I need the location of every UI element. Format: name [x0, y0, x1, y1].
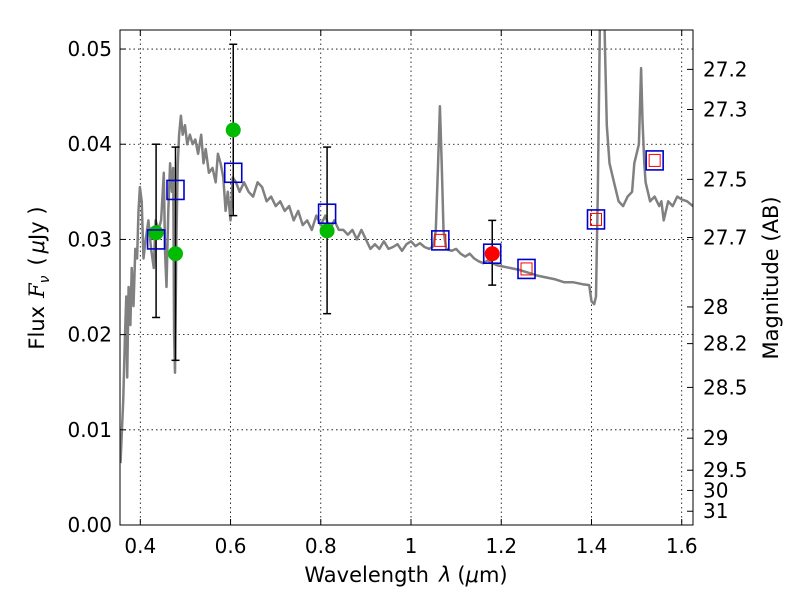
- model-layer: [146, 150, 664, 280]
- y-tick-label-0: 0.00: [67, 513, 112, 537]
- model-band-marker-5: [482, 243, 502, 265]
- mag-tick-label-2: 27.5: [703, 167, 748, 191]
- mag-tick-label-3: 27.7: [703, 226, 748, 250]
- model-band-marker-0: [146, 229, 166, 250]
- model-band-marker-2: [223, 162, 243, 184]
- x-axis-title: Wavelength λ (μm): [304, 563, 507, 587]
- model-band-inner-marker-1: [520, 262, 533, 276]
- observed-layer: [148, 122, 500, 262]
- observed-point-0: [148, 225, 164, 241]
- model-band-marker-6: [517, 258, 536, 280]
- highlight-point-0: [484, 246, 500, 262]
- x-tick-label-5: 1.4: [576, 534, 608, 558]
- x-tick-label-3: 1: [405, 534, 418, 558]
- model-band-marker-8: [645, 150, 664, 171]
- observed-point-2: [225, 122, 241, 138]
- y-tick-label-1: 0.01: [67, 418, 112, 442]
- model-band-marker-7: [586, 209, 606, 230]
- y2-axis-title: Magnitude (AB): [759, 196, 783, 359]
- mag-tick-label-1: 27.3: [703, 97, 748, 121]
- mag-tick-label-7: 29: [703, 426, 728, 450]
- mag-tick-label-6: 28.5: [703, 375, 748, 399]
- mag-tick-label-10: 31: [703, 499, 728, 523]
- x-tick-label-6: 1.6: [666, 534, 698, 558]
- y-tick-label-2: 0.02: [67, 323, 112, 347]
- y-tick-label-3: 0.03: [67, 227, 112, 251]
- observed-point-3: [319, 223, 335, 239]
- mag-tick-label-0: 27.2: [703, 57, 748, 81]
- x-tick-label-0: 0.4: [124, 534, 156, 558]
- observed-point-1: [167, 246, 183, 262]
- model-band-marker-3: [317, 203, 337, 225]
- mag-tick-label-9: 30: [703, 478, 728, 502]
- model-spectrum-line: [120, 30, 693, 464]
- model-band-marker-1: [166, 179, 185, 201]
- mag-tick-label-8: 29.5: [703, 458, 748, 482]
- x-tick-label-4: 1.2: [485, 534, 517, 558]
- model-band-marker-4: [431, 230, 450, 251]
- mag-tick-label-5: 28.2: [703, 332, 748, 356]
- ticks-layer: 0.4 0.6 0.8 1 1.2 1.4 1.6 0.00 0.01 0.02 0.03 0.04 0…: [67, 30, 748, 558]
- y-tick-label-4: 0.04: [67, 132, 112, 156]
- plot-frame: [119, 29, 694, 526]
- y-tick-label-5: 0.05: [67, 37, 112, 61]
- model-band-inner-marker-0: [434, 233, 447, 247]
- spectrum-layer: [120, 30, 693, 464]
- x-tick-label-2: 0.8: [305, 534, 337, 558]
- mag-tick-label-4: 28: [703, 295, 728, 319]
- x-tick-label-1: 0.6: [215, 534, 247, 558]
- model-band-inner-marker-2: [589, 212, 602, 226]
- model-band-inner-marker-3: [648, 153, 661, 167]
- y-axis-title: FluxFν(μJy ): [25, 206, 53, 349]
- errorbar-layer: [152, 43, 497, 362]
